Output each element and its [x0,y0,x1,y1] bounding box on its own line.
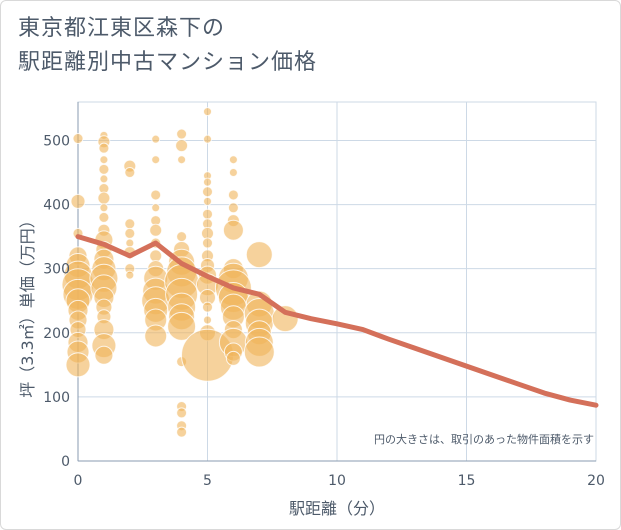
bubble-point [94,345,114,365]
bubble-point [227,202,239,214]
bubble-point [203,134,212,144]
bubble-point [203,315,212,325]
bubble-point [228,155,238,165]
bubble-point [124,218,136,230]
bubble-point [151,134,161,144]
bubble-point [98,142,110,154]
y-axis-label: 坪（3.3㎡）単価（万円） [18,212,37,397]
bubble-point [176,231,188,243]
bubble-point [228,168,238,178]
y-tick-label: 400 [43,198,70,214]
bubble-point [222,219,244,241]
bubble-point [176,128,188,140]
bubble-point [167,311,197,341]
bubble-point [243,336,275,368]
bubble-point [202,301,213,313]
bubble-point [72,133,84,145]
x-tick-label: 5 [203,473,212,489]
bubble-point [150,189,162,201]
bubble-point [97,191,111,205]
bubble-point [125,270,135,280]
x-tick-label: 0 [74,473,83,489]
bubble-point [202,186,213,198]
y-tick-label: 100 [43,390,70,406]
bubble-point [203,177,212,187]
bubble-point [124,227,136,239]
bubble-point [70,193,86,209]
bubble-point [124,167,136,179]
y-tick-label: 0 [61,454,70,470]
bubble-size-note: 円の大きさは、取引のあった物件面積を示す [374,432,594,446]
bubble-point [177,155,187,165]
x-tick-label: 10 [328,473,346,489]
bubble-point [202,237,213,249]
bubble-point [99,155,109,165]
grid [77,101,597,462]
average-price-line [75,234,599,408]
bubble-point [149,223,163,237]
bubble-point [125,238,135,248]
bubble-point [203,196,212,206]
bubble-point [225,350,241,366]
trend-line-layer [75,234,599,408]
bubble-point [151,155,161,165]
bubble-point [176,426,188,438]
bubble-point [227,189,239,201]
bubble-point [202,208,213,220]
bubble-point [151,203,161,213]
chart-title: 東京都江東区森下の 駅距離別中古マンション価格 [18,16,318,75]
bubble-point [175,139,189,153]
bubble-point [99,174,109,184]
y-tick-label: 200 [43,326,70,342]
x-axis-label: 駅距離（分） [289,499,385,518]
bubble-point [176,407,188,419]
bubble-point [144,324,168,348]
bubble-point [98,211,110,223]
x-tick-label: 20 [587,473,605,489]
bubble-point [65,352,91,378]
bubble-layer [61,107,299,438]
y-tick-label: 500 [43,133,70,149]
bubble-point [245,241,273,269]
bubble-point [99,203,109,213]
bubble-point [149,249,163,263]
bubble-point [203,107,212,117]
bubble-point [98,163,110,175]
x-tick-label: 15 [458,473,476,489]
y-tick-label: 300 [43,262,70,278]
